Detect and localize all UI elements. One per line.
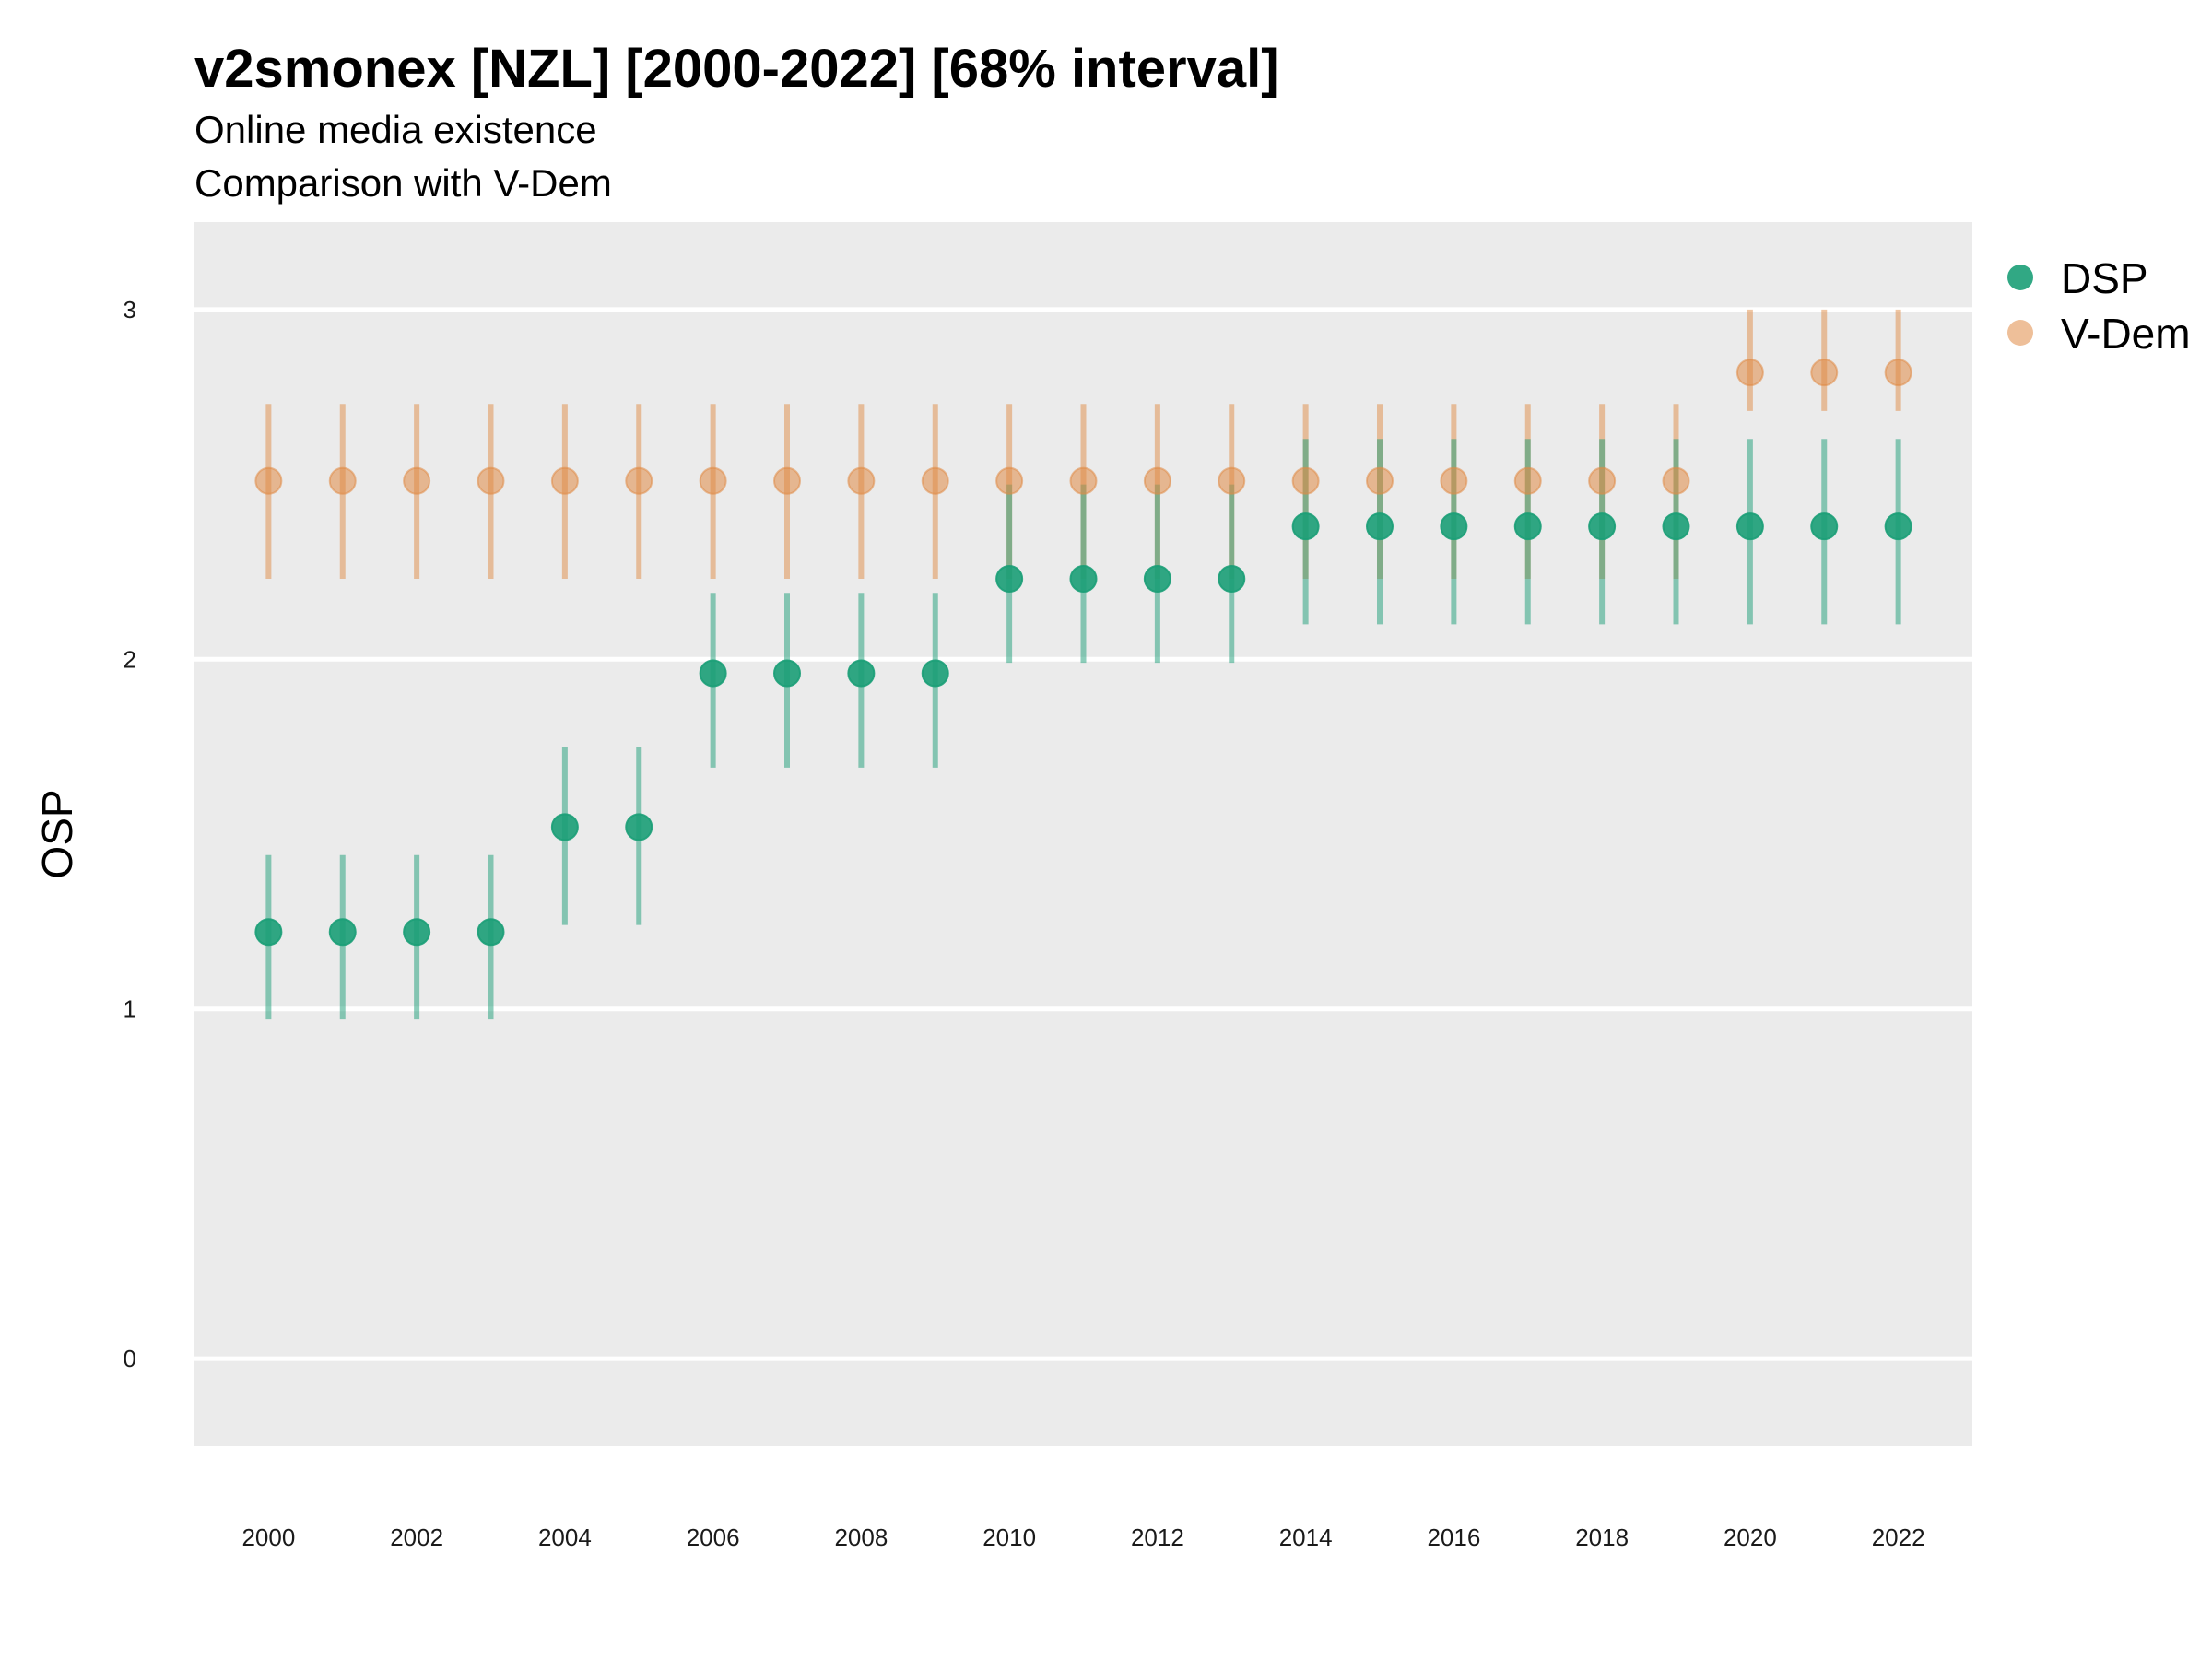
point-dsp-2013 bbox=[1218, 565, 1246, 594]
point-dsp-2007 bbox=[773, 659, 801, 688]
x-tick-label-2008: 2008 bbox=[834, 1524, 888, 1551]
point-dsp-2016 bbox=[1440, 512, 1468, 541]
point-dsp-2004 bbox=[550, 813, 579, 841]
point-dsp-2010 bbox=[995, 565, 1024, 594]
point-dsp-2017 bbox=[1513, 512, 1542, 541]
point-vdem-2007 bbox=[773, 466, 801, 495]
legend: DSP V-Dem bbox=[2007, 254, 2191, 358]
x-tick-label-2022: 2022 bbox=[1872, 1524, 1925, 1551]
point-dsp-2012 bbox=[1143, 565, 1171, 594]
point-vdem-2015 bbox=[1366, 466, 1394, 495]
point-dsp-2015 bbox=[1366, 512, 1394, 541]
point-vdem-2009 bbox=[921, 466, 949, 495]
point-dsp-2002 bbox=[403, 918, 431, 947]
point-vdem-2020 bbox=[1735, 359, 1764, 387]
point-vdem-2019 bbox=[1662, 466, 1690, 495]
point-vdem-2006 bbox=[699, 466, 727, 495]
point-vdem-2012 bbox=[1143, 466, 1171, 495]
point-vdem-2011 bbox=[1069, 466, 1098, 495]
point-dsp-2021 bbox=[1810, 512, 1839, 541]
point-vdem-2016 bbox=[1440, 466, 1468, 495]
legend-vdem-marker bbox=[2007, 320, 2033, 346]
point-dsp-2001 bbox=[328, 918, 357, 947]
point-dsp-2022 bbox=[1884, 512, 1912, 541]
point-dsp-2018 bbox=[1588, 512, 1617, 541]
x-tick-label-2002: 2002 bbox=[390, 1524, 443, 1551]
point-vdem-2004 bbox=[550, 466, 579, 495]
point-vdem-2013 bbox=[1218, 466, 1246, 495]
y-tick-label-1: 1 bbox=[124, 995, 136, 1023]
x-tick-label-2000: 2000 bbox=[241, 1524, 295, 1551]
x-tick-label-2020: 2020 bbox=[1724, 1524, 1777, 1551]
point-vdem-2014 bbox=[1291, 466, 1320, 495]
point-dsp-2009 bbox=[921, 659, 949, 688]
point-dsp-2003 bbox=[477, 918, 505, 947]
point-vdem-2018 bbox=[1588, 466, 1617, 495]
x-tick-label-2018: 2018 bbox=[1575, 1524, 1629, 1551]
point-vdem-2010 bbox=[995, 466, 1024, 495]
chart-title: v2smonex [NZL] [2000-2022] [68% interval… bbox=[194, 39, 1279, 99]
point-vdem-2008 bbox=[847, 466, 876, 495]
point-dsp-2011 bbox=[1069, 565, 1098, 594]
legend-dsp-label: DSP bbox=[2061, 254, 2148, 302]
point-dsp-2008 bbox=[847, 659, 876, 688]
y-axis-title: OSP bbox=[33, 789, 81, 878]
point-dsp-2005 bbox=[625, 813, 653, 841]
point-vdem-2000 bbox=[254, 466, 283, 495]
point-dsp-2006 bbox=[699, 659, 727, 688]
x-tick-label-2014: 2014 bbox=[1279, 1524, 1333, 1551]
chart-subtitle-line-2: Comparison with V-Dem bbox=[194, 161, 612, 205]
x-tick-label-2016: 2016 bbox=[1427, 1524, 1480, 1551]
y-tick-label-3: 3 bbox=[124, 296, 136, 324]
point-dsp-2019 bbox=[1662, 512, 1690, 541]
legend-vdem-label: V-Dem bbox=[2061, 310, 2191, 358]
point-vdem-2005 bbox=[625, 466, 653, 495]
y-tick-label-0: 0 bbox=[124, 1345, 136, 1372]
y-axis-ticks: 0 1 2 3 bbox=[124, 296, 136, 1372]
point-dsp-2020 bbox=[1735, 512, 1764, 541]
x-tick-label-2010: 2010 bbox=[982, 1524, 1036, 1551]
point-vdem-2003 bbox=[477, 466, 505, 495]
point-vdem-2022 bbox=[1884, 359, 1912, 387]
point-vdem-2002 bbox=[403, 466, 431, 495]
estimate-points bbox=[254, 359, 1912, 947]
chart-subtitle-line-1: Online media existence bbox=[194, 108, 597, 151]
point-vdem-2017 bbox=[1513, 466, 1542, 495]
point-dsp-2014 bbox=[1291, 512, 1320, 541]
legend-dsp-marker bbox=[2007, 265, 2033, 290]
point-vdem-2001 bbox=[328, 466, 357, 495]
x-axis-ticks: 2000 2002 2004 2006 2008 2010 2012 2014 2016 2018… bbox=[241, 1524, 1924, 1551]
point-vdem-2021 bbox=[1810, 359, 1839, 387]
y-tick-label-2: 2 bbox=[124, 645, 136, 673]
x-tick-label-2004: 2004 bbox=[538, 1524, 592, 1551]
x-tick-label-2012: 2012 bbox=[1131, 1524, 1184, 1551]
point-dsp-2000 bbox=[254, 918, 283, 947]
x-tick-label-2006: 2006 bbox=[687, 1524, 740, 1551]
